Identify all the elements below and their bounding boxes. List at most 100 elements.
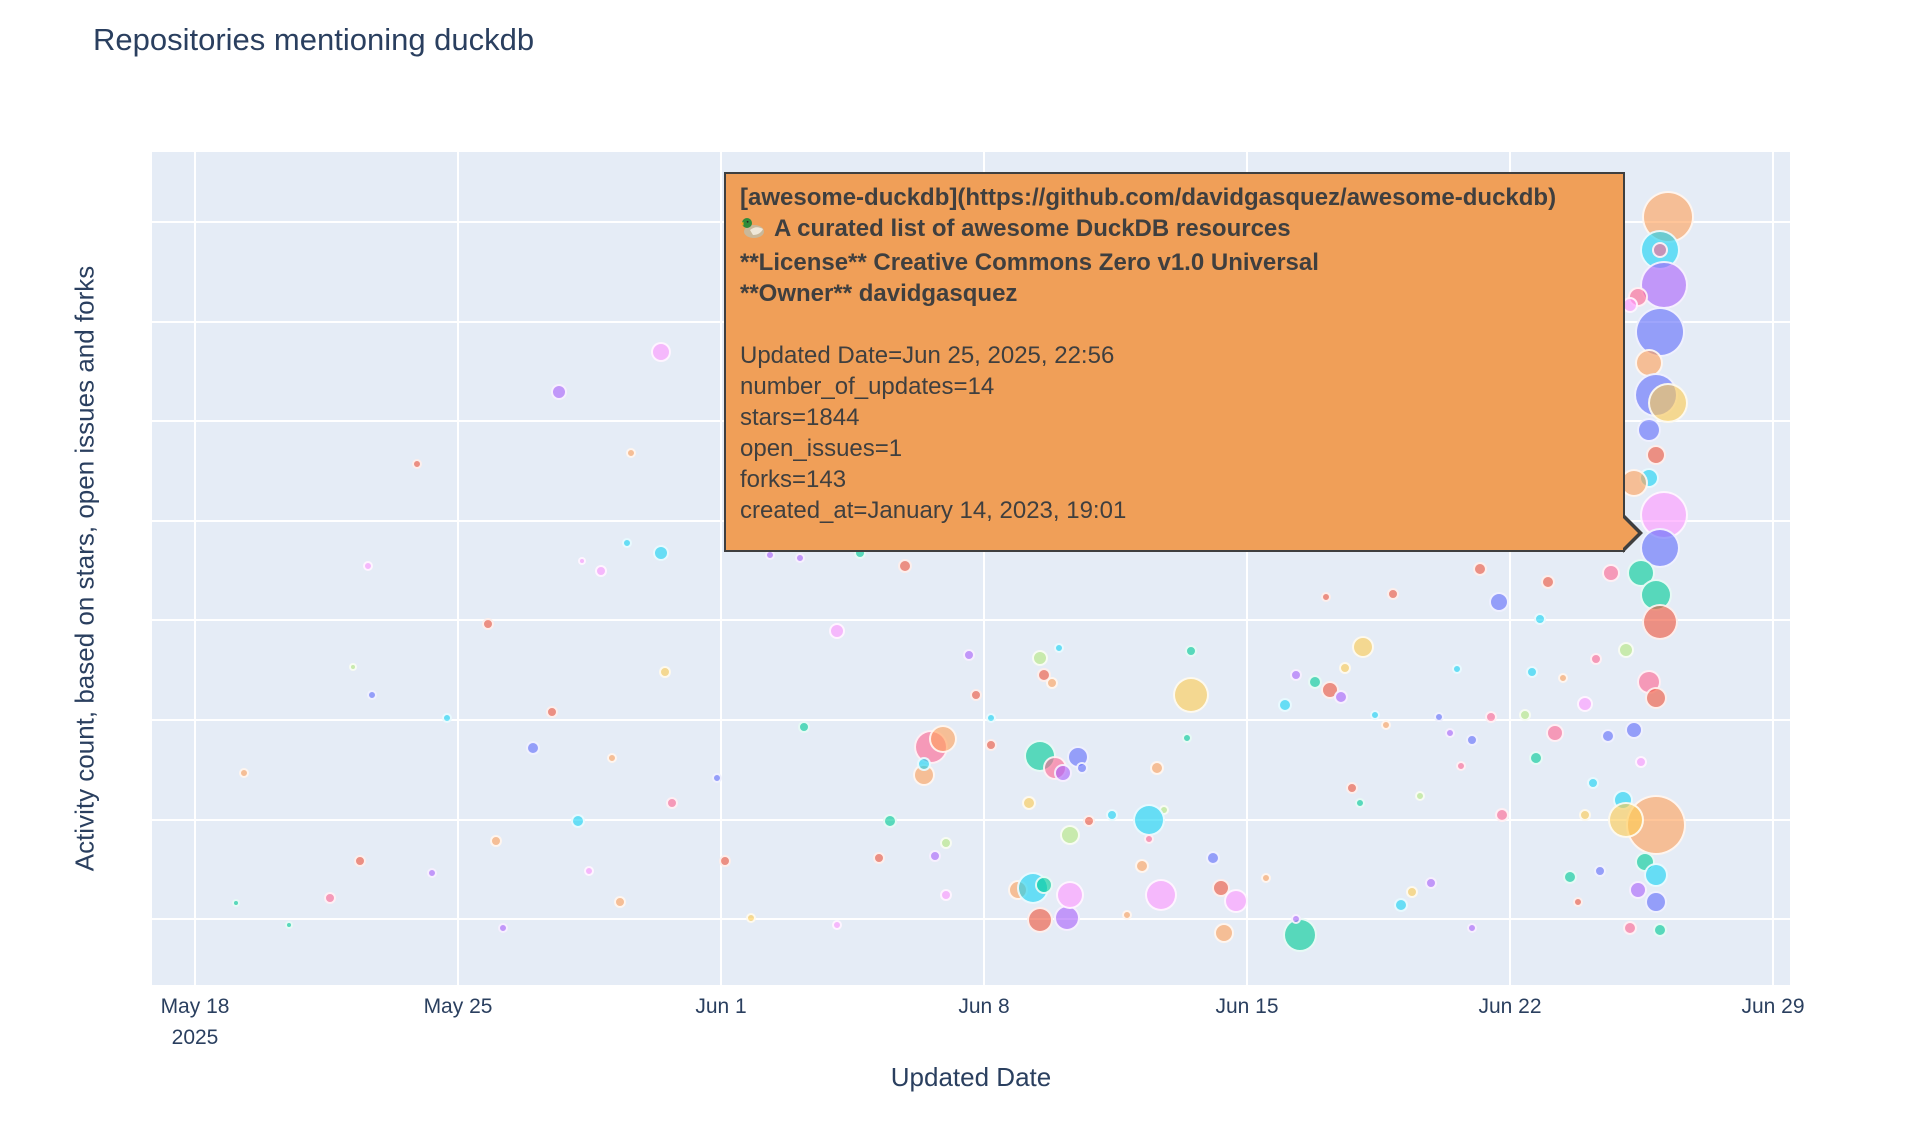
data-point-bubble[interactable]	[1467, 922, 1478, 933]
data-point-bubble[interactable]	[1639, 261, 1688, 310]
data-point-bubble[interactable]	[1590, 653, 1603, 666]
data-point-bubble[interactable]	[1214, 923, 1235, 944]
data-point-bubble[interactable]	[1380, 720, 1391, 731]
data-point-bubble[interactable]	[348, 662, 357, 671]
data-point-bubble[interactable]	[985, 739, 998, 752]
data-point-bubble[interactable]	[1260, 873, 1271, 884]
data-point-bubble[interactable]	[1144, 834, 1155, 845]
data-point-bubble[interactable]	[940, 889, 953, 902]
data-point-bubble[interactable]	[1133, 804, 1166, 837]
data-point-bubble[interactable]	[829, 622, 846, 639]
data-point-bubble[interactable]	[1495, 808, 1510, 823]
data-point-bubble[interactable]	[1211, 879, 1230, 898]
data-point-bubble[interactable]	[797, 720, 810, 733]
data-point-bubble[interactable]	[746, 912, 757, 923]
data-point-bubble[interactable]	[1602, 563, 1621, 582]
data-point-bubble[interactable]	[441, 712, 452, 723]
data-point-bubble[interactable]	[1282, 918, 1317, 953]
data-point-bubble[interactable]	[1320, 591, 1331, 602]
data-point-bubble[interactable]	[526, 740, 541, 755]
data-point-bubble[interactable]	[1387, 588, 1400, 601]
data-point-bubble[interactable]	[962, 649, 975, 662]
data-point-bubble[interactable]	[1333, 689, 1348, 704]
data-point-bubble[interactable]	[1206, 851, 1221, 866]
data-point-bubble[interactable]	[613, 895, 626, 908]
data-point-bubble[interactable]	[1277, 698, 1292, 713]
data-point-bubble[interactable]	[1456, 760, 1467, 771]
data-point-bubble[interactable]	[1105, 809, 1118, 822]
data-point-bubble[interactable]	[489, 834, 502, 847]
data-point-bubble[interactable]	[1647, 382, 1688, 423]
data-point-bubble[interactable]	[1134, 858, 1149, 873]
data-point-bubble[interactable]	[1223, 888, 1248, 913]
data-point-bubble[interactable]	[1053, 763, 1072, 782]
data-point-bubble[interactable]	[1645, 890, 1668, 913]
data-point-bubble[interactable]	[1518, 709, 1531, 722]
data-point-bubble[interactable]	[1472, 562, 1487, 577]
data-point-bubble[interactable]	[652, 544, 669, 561]
data-point-bubble[interactable]	[1181, 733, 1192, 744]
data-point-bubble[interactable]	[1307, 674, 1322, 689]
data-point-bubble[interactable]	[482, 618, 495, 631]
data-point-bubble[interactable]	[1540, 574, 1555, 589]
data-point-bubble[interactable]	[970, 689, 983, 702]
data-point-bubble[interactable]	[1149, 761, 1164, 776]
data-point-bubble[interactable]	[1406, 885, 1419, 898]
data-point-bubble[interactable]	[1144, 879, 1177, 912]
data-point-bubble[interactable]	[1354, 797, 1365, 808]
data-point-bubble[interactable]	[1586, 777, 1599, 790]
data-point-bubble[interactable]	[1054, 643, 1065, 654]
data-point-bubble[interactable]	[1346, 781, 1359, 794]
data-point-bubble[interactable]	[1618, 642, 1635, 659]
data-point-bubble[interactable]	[1425, 877, 1438, 890]
data-point-bubble[interactable]	[1060, 825, 1081, 846]
data-point-bubble[interactable]	[666, 796, 679, 809]
data-point-bubble[interactable]	[658, 665, 671, 678]
data-point-bubble[interactable]	[1452, 664, 1463, 675]
data-point-bubble[interactable]	[622, 537, 633, 548]
data-point-bubble[interactable]	[712, 772, 723, 783]
data-point-bubble[interactable]	[1623, 921, 1638, 936]
data-point-bubble[interactable]	[1635, 755, 1648, 768]
data-point-bubble[interactable]	[1628, 881, 1647, 900]
data-point-bubble[interactable]	[1035, 876, 1054, 895]
data-point-bubble[interactable]	[1563, 869, 1578, 884]
data-point-bubble[interactable]	[1546, 723, 1565, 742]
data-point-bubble[interactable]	[1608, 802, 1645, 839]
data-point-bubble[interactable]	[284, 921, 293, 930]
data-point-bubble[interactable]	[986, 712, 997, 723]
data-point-bubble[interactable]	[718, 854, 731, 867]
data-point-bubble[interactable]	[1083, 814, 1096, 827]
data-point-bubble[interactable]	[916, 757, 931, 772]
data-point-bubble[interactable]	[832, 920, 843, 931]
data-point-bubble[interactable]	[1466, 734, 1479, 747]
data-point-bubble[interactable]	[872, 852, 885, 865]
data-point-bubble[interactable]	[1121, 910, 1132, 921]
data-point-bubble[interactable]	[1369, 710, 1380, 721]
data-point-bubble[interactable]	[1056, 881, 1085, 910]
data-point-bubble[interactable]	[1594, 864, 1607, 877]
data-point-bubble[interactable]	[1032, 650, 1049, 667]
data-point-bubble[interactable]	[1053, 905, 1080, 932]
data-point-bubble[interactable]	[1636, 418, 1661, 443]
data-point-bubble[interactable]	[1624, 721, 1643, 740]
data-point-bubble[interactable]	[1485, 710, 1498, 723]
data-point-bubble[interactable]	[1290, 914, 1301, 925]
data-point-bubble[interactable]	[1022, 796, 1037, 811]
data-point-bubble[interactable]	[1289, 669, 1302, 682]
data-point-bubble[interactable]	[354, 854, 367, 867]
data-point-bubble[interactable]	[362, 561, 373, 571]
data-point-bubble[interactable]	[1646, 445, 1667, 466]
data-point-bubble[interactable]	[1600, 728, 1615, 743]
data-point-bubble[interactable]	[1075, 762, 1088, 775]
data-point-bubble[interactable]	[1529, 751, 1544, 766]
data-point-bubble[interactable]	[584, 865, 595, 876]
data-point-bubble[interactable]	[625, 447, 636, 458]
data-point-bubble[interactable]	[1653, 923, 1668, 938]
data-point-bubble[interactable]	[324, 892, 337, 905]
data-point-bubble[interactable]	[928, 725, 957, 754]
data-point-bubble[interactable]	[794, 552, 805, 563]
data-point-bubble[interactable]	[1572, 896, 1583, 907]
data-point-bubble[interactable]	[1645, 686, 1668, 709]
data-point-bubble[interactable]	[650, 341, 671, 362]
